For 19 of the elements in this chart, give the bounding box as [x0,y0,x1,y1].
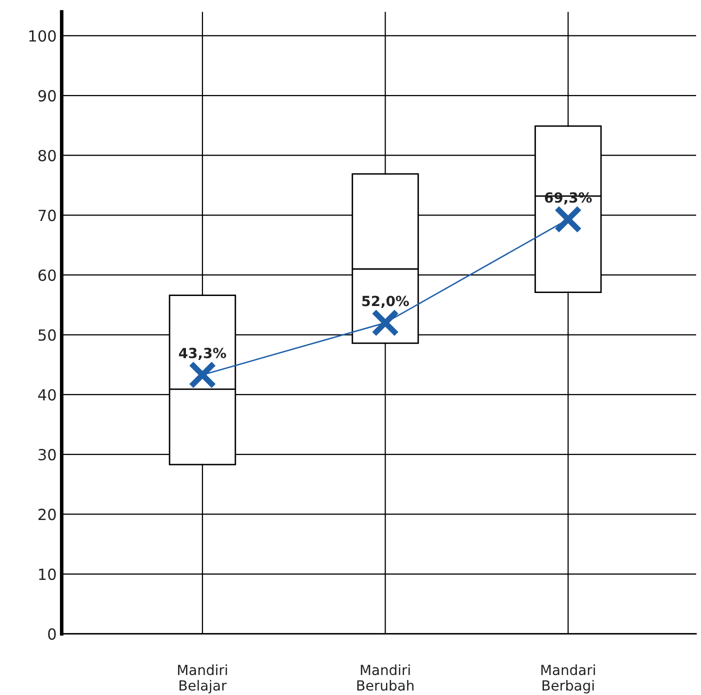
y-tick-label: 100 [29,30,56,42]
y-tick-label: 30 [38,448,56,460]
y-tick-label: 80 [38,150,56,162]
y-tick-label: 20 [38,508,56,520]
x-tick-label: Mandiri Berubah [357,664,414,691]
point [371,308,400,337]
y-tick-label: 90 [38,90,56,102]
y-tick-label: 40 [38,389,56,401]
y-tick-label: 0 [48,628,56,640]
x-tick-label: Mandiri Belajar [178,664,227,694]
point [188,360,216,389]
y-tick-label: 50 [38,329,56,341]
data-label: 52,0% [362,296,409,308]
y-tick-label: 10 [39,568,56,580]
data-label: 43,3% [178,348,226,360]
x-tick-label: Mandari Berbagi [541,664,595,694]
point [554,205,582,234]
y-tick-label: 70 [38,210,56,222]
y-tick-label: 60 [38,269,56,281]
